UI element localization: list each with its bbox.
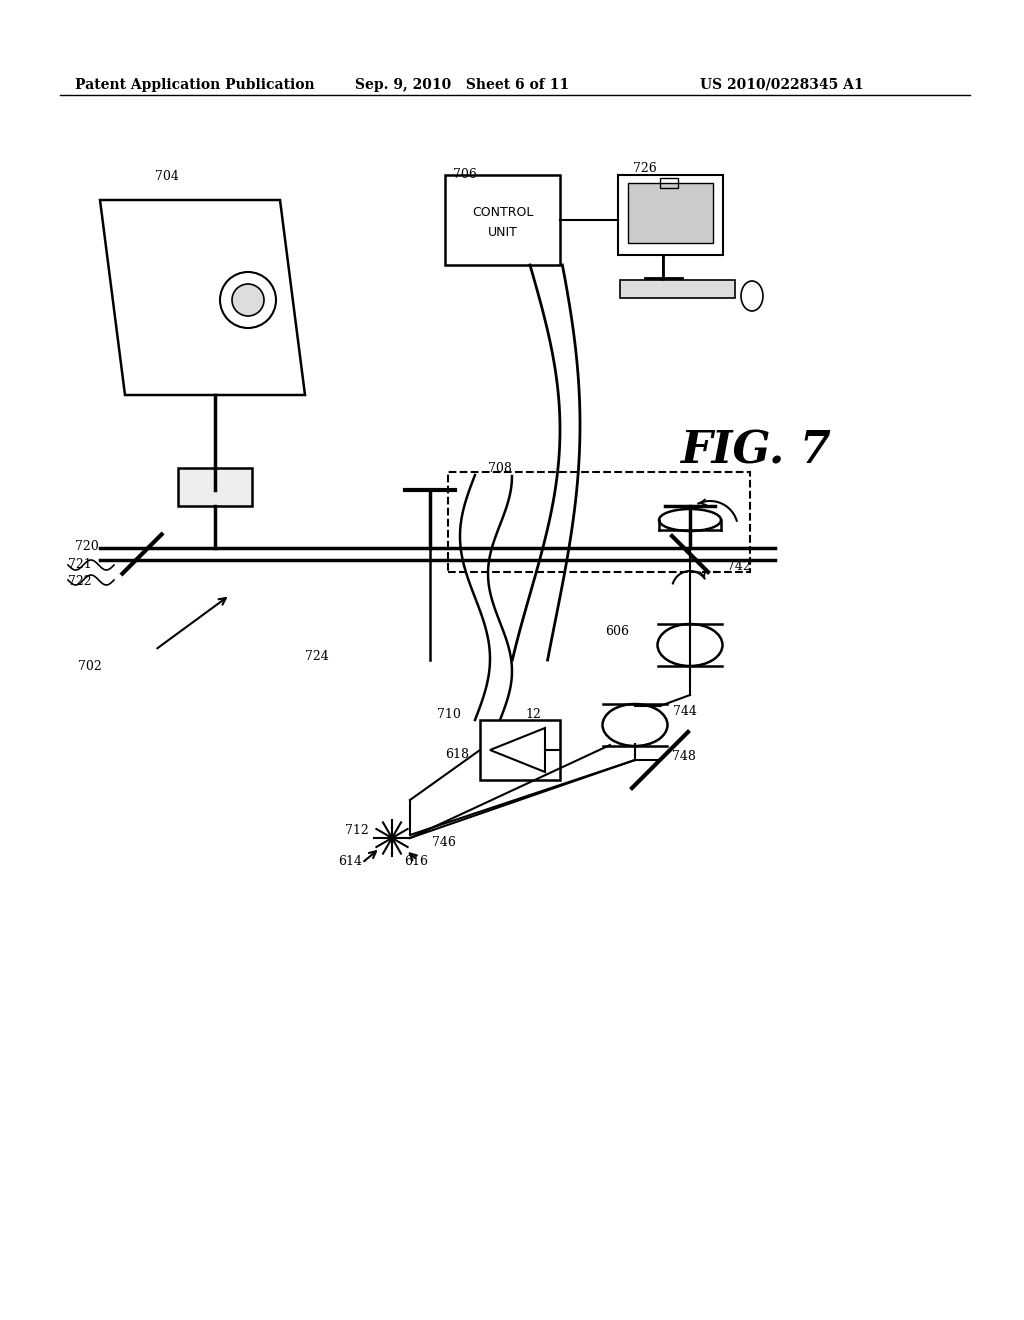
Text: UNIT: UNIT: [487, 226, 517, 239]
Text: Patent Application Publication: Patent Application Publication: [75, 78, 314, 92]
Text: 12: 12: [525, 708, 541, 721]
Text: 704: 704: [155, 170, 179, 183]
Text: 746: 746: [432, 836, 456, 849]
Text: 724: 724: [305, 649, 329, 663]
Text: 606: 606: [605, 624, 629, 638]
Circle shape: [232, 284, 264, 315]
Bar: [178, 469, 252, 506]
Text: 616: 616: [404, 855, 428, 869]
Bar: [480, 719, 560, 780]
Text: US 2010/0228345 A1: US 2010/0228345 A1: [700, 78, 863, 92]
Text: CONTROL: CONTROL: [472, 206, 534, 219]
Bar: [445, 176, 560, 265]
Text: Sep. 9, 2010   Sheet 6 of 11: Sep. 9, 2010 Sheet 6 of 11: [355, 78, 569, 92]
Bar: [620, 280, 735, 298]
Polygon shape: [100, 201, 305, 395]
Text: 721: 721: [68, 558, 92, 572]
Text: 706: 706: [453, 168, 477, 181]
Text: 618: 618: [445, 748, 469, 762]
Bar: [618, 176, 723, 255]
Bar: [660, 178, 678, 187]
Text: 744: 744: [673, 705, 697, 718]
Text: 748: 748: [672, 750, 696, 763]
Text: 702: 702: [78, 660, 101, 673]
Bar: [628, 183, 713, 243]
Polygon shape: [490, 729, 545, 772]
Circle shape: [220, 272, 276, 327]
Text: 720: 720: [75, 540, 98, 553]
Bar: [449, 473, 750, 572]
Text: 708: 708: [488, 462, 512, 475]
Text: 726: 726: [633, 162, 656, 176]
Ellipse shape: [657, 624, 723, 667]
Text: 614: 614: [338, 855, 362, 869]
Ellipse shape: [659, 510, 721, 531]
Text: FIG. 7: FIG. 7: [680, 430, 830, 473]
Text: 722: 722: [68, 576, 91, 587]
Text: 712: 712: [345, 824, 369, 837]
Text: 742: 742: [727, 560, 751, 573]
Ellipse shape: [741, 281, 763, 312]
Text: 710: 710: [437, 708, 461, 721]
Ellipse shape: [602, 704, 668, 746]
